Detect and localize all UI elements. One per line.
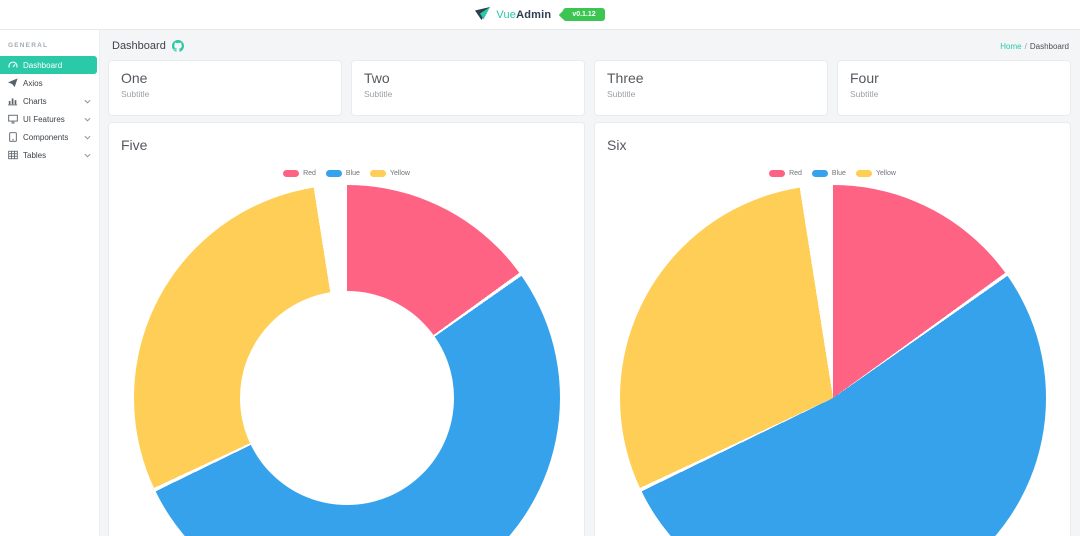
sidebar-item-label: Dashboard [23,60,63,70]
chart-legend: Red Blue Yellow [121,169,572,178]
sidebar-item-tables[interactable]: Tables [0,146,99,164]
stat-card-subtitle: Subtitle [364,88,393,99]
sidebar-item-axios[interactable]: Axios [0,74,99,92]
dashboard-icon [8,60,18,70]
stat-card-one: One Subtitle [108,60,342,116]
pie-chart-card: Six Red Blue Yellow [594,122,1071,536]
sidebar-item-label: Tables [23,150,47,160]
stat-card-two: Two Subtitle [351,60,585,116]
main-content: Dashboard Home / Dashboard One Subtitle … [100,30,1080,536]
app-logo[interactable]: VueAdmin v0.1.12 [475,7,605,22]
breadcrumb-current: Dashboard [1029,41,1069,51]
legend-swatch-blue [325,170,342,177]
page-header: Dashboard Home / Dashboard [108,38,1071,60]
desktop-icon [8,114,18,124]
stat-card-title: Three [607,70,644,86]
legend-item-blue[interactable]: Blue [811,170,846,177]
legend-swatch-blue [811,170,828,177]
sidebar: GENERAL Dashboard Axios Charts [0,30,100,536]
version-badge[interactable]: v0.1.12 [563,8,605,21]
stat-card-title: Four [850,70,879,86]
chevron-down-icon [84,116,91,123]
github-icon[interactable] [171,40,184,52]
sidebar-section-label: GENERAL [8,42,49,49]
sidebar-item-ui-features[interactable]: UI Features [0,110,99,128]
legend-swatch-red [769,170,786,177]
chart-area [607,185,1058,536]
breadcrumb-separator: / [1024,41,1027,51]
table-icon [8,150,18,160]
stat-card-subtitle: Subtitle [607,88,636,99]
chart-legend: Red Blue Yellow [607,169,1058,178]
sidebar-item-charts[interactable]: Charts [0,92,99,110]
sidebar-item-components[interactable]: Components [0,128,99,146]
chart-card-title: Five [121,137,148,153]
doughnut-chart-card: Five Red Blue Yellow [108,122,585,536]
sidebar-item-label: Components [23,132,69,142]
pie-chart[interactable] [619,185,1046,536]
sidebar-item-dashboard[interactable]: Dashboard [0,56,97,74]
stat-card-subtitle: Subtitle [121,88,150,99]
legend-item-yellow[interactable]: Yellow [369,170,410,177]
legend-item-blue[interactable]: Blue [325,170,360,177]
breadcrumb-home-link[interactable]: Home [1000,41,1022,51]
sidebar-item-label: Axios [23,78,43,88]
legend-swatch-yellow [855,170,872,177]
chart-card-title: Six [607,137,627,153]
doughnut-chart[interactable] [133,185,560,536]
app-name: VueAdmin [496,8,552,21]
stat-card-subtitle: Subtitle [850,88,879,99]
chevron-down-icon [84,98,91,105]
chart-cards-row: Five Red Blue Yellow [108,122,1071,536]
breadcrumb: Home / Dashboard [1000,42,1069,51]
bar-chart-icon [8,96,18,106]
chart-area [121,185,572,536]
legend-swatch-red [283,170,300,177]
stat-card-four: Four Subtitle [837,60,1071,116]
chevron-down-icon [84,152,91,159]
stat-cards-row: One Subtitle Two Subtitle Three Subtitle… [108,60,1071,116]
legend-item-red[interactable]: Red [769,170,802,177]
legend-item-yellow[interactable]: Yellow [855,170,896,177]
paper-plane-logo-icon [475,7,491,22]
chevron-down-icon [84,134,91,141]
sidebar-item-label: Charts [23,96,47,106]
sidebar-item-label: UI Features [23,114,65,124]
stat-card-three: Three Subtitle [594,60,828,116]
doughnut-hole [239,291,454,505]
legend-item-red[interactable]: Red [283,170,316,177]
top-header: VueAdmin v0.1.12 [0,0,1080,30]
paper-plane-icon [8,78,18,88]
page-title: Dashboard [112,40,166,52]
tablet-icon [8,132,18,142]
stat-card-title: Two [364,70,390,86]
legend-swatch-yellow [369,170,386,177]
stat-card-title: One [121,70,148,86]
